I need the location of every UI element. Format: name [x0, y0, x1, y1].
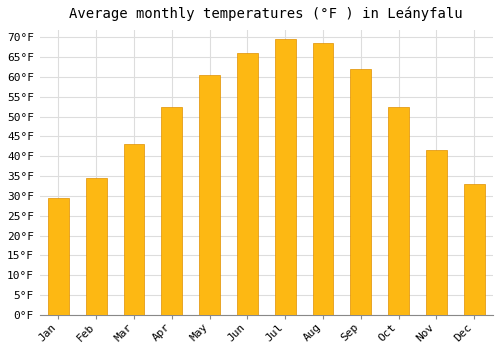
Bar — [312, 43, 334, 315]
Bar — [86, 178, 106, 315]
Bar — [464, 184, 484, 315]
Bar — [237, 53, 258, 315]
Bar — [426, 150, 447, 315]
Bar — [162, 107, 182, 315]
Bar — [48, 198, 69, 315]
Bar — [199, 75, 220, 315]
Bar — [275, 40, 295, 315]
Title: Average monthly temperatures (°F ) in Leányfalu: Average monthly temperatures (°F ) in Le… — [70, 7, 463, 21]
Bar — [124, 145, 144, 315]
Bar — [350, 69, 371, 315]
Bar — [388, 107, 409, 315]
